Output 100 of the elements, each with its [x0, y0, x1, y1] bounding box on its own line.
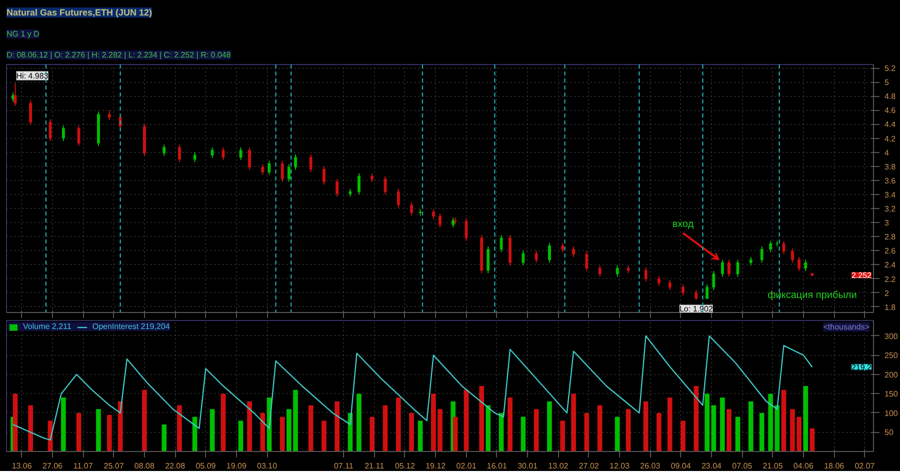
- bar: [704, 394, 710, 452]
- candlestick: [14, 82, 17, 106]
- y-tick-label: 200: [884, 370, 898, 380]
- annotation: Lo: 1.902: [679, 304, 714, 314]
- candlestick: [309, 154, 312, 172]
- x-tick-label: 19.12: [426, 462, 446, 470]
- bar: [418, 420, 423, 452]
- x-tick-label: 26.03: [640, 462, 661, 470]
- y-tick-label: 100: [884, 408, 898, 418]
- candlestick: [162, 144, 166, 156]
- candlestick: [706, 284, 709, 300]
- bar: [118, 401, 123, 452]
- bar: [106, 414, 112, 452]
- y-tick-label: 300: [884, 332, 898, 341]
- candlestick: [108, 110, 111, 120]
- bar: [803, 386, 808, 452]
- bar: [711, 405, 716, 452]
- bar: [142, 390, 147, 452]
- y-tick-label: 2.2: [884, 274, 896, 284]
- bar: [12, 394, 18, 452]
- x-tick-label: 08.08: [134, 462, 155, 470]
- bar: [520, 416, 526, 452]
- bar: [597, 405, 602, 452]
- candlestick: [464, 218, 468, 242]
- bar: [308, 405, 314, 452]
- candlestick: [287, 164, 290, 182]
- x-tick-label: 02.01: [456, 462, 477, 470]
- candlestick: [534, 250, 538, 264]
- bar: [162, 424, 167, 452]
- y-tick-label: 4.2: [884, 134, 896, 144]
- candlestick: [572, 246, 576, 258]
- annotation: 219.2: [851, 363, 872, 372]
- bar: [508, 398, 512, 452]
- bar: [626, 409, 631, 452]
- bar: [547, 401, 552, 452]
- x-tick-label: 23.04: [701, 462, 722, 470]
- x-tick-label: 21.05: [762, 462, 784, 470]
- x-tick-label: 05.09: [196, 462, 216, 470]
- bar: [322, 420, 326, 452]
- y-tick-label: 1.8: [884, 302, 896, 312]
- candlestick: [396, 188, 400, 208]
- bar: [334, 401, 340, 452]
- bar: [694, 386, 699, 452]
- annotation: <thousands>: [823, 322, 870, 332]
- bar: [614, 416, 620, 452]
- y-tick-label: 4.4: [884, 120, 896, 130]
- bar: [220, 394, 226, 452]
- bar: [759, 412, 764, 452]
- bar: [96, 409, 101, 452]
- candlestick: [438, 212, 442, 228]
- x-tick-label: 11.07: [73, 462, 94, 470]
- x-tick-label: 25.07: [104, 462, 124, 470]
- candlestick: [178, 144, 181, 163]
- x-tick-label: 13.06: [12, 462, 32, 470]
- y-tick-label: 4: [884, 148, 890, 158]
- candlestick: [616, 264, 619, 278]
- candlestick: [210, 146, 214, 158]
- bar: [76, 412, 82, 452]
- candlestick: [644, 267, 648, 282]
- bar: [748, 401, 754, 452]
- annotation: вход: [672, 219, 694, 230]
- annotation: фиксация прибыли: [768, 290, 857, 302]
- bar: [768, 394, 774, 452]
- y-tick-label: 4.8: [884, 92, 896, 102]
- candlestick: [561, 242, 564, 253]
- y-tick-label: 3: [884, 218, 890, 228]
- text: D: 08.06.12 | O: 2.276 | H: 2.282 | L: 2.234 | C: 2.252 | R: 0.048: [6, 50, 232, 60]
- x-tick-label: 02.07: [854, 462, 876, 470]
- candlestick: [769, 240, 772, 253]
- x-tick-label: 07.05: [732, 462, 753, 470]
- x-tick-label: 07.11: [334, 462, 354, 470]
- x-tick-label: 13.02: [548, 462, 569, 470]
- candlestick: [585, 250, 588, 272]
- x-tick-label: 27.06: [42, 462, 64, 470]
- bar: [370, 416, 375, 452]
- annotation: 2.252: [851, 271, 872, 280]
- x-tick-label: 18.06: [824, 462, 845, 470]
- candlestick: [694, 290, 698, 300]
- candlestick: [522, 250, 525, 266]
- candlestick: [791, 248, 794, 264]
- y-tick-label: 2.6: [884, 246, 896, 256]
- candlestick: [222, 146, 225, 161]
- x-tick-label: 09.04: [670, 462, 692, 470]
- y-tick-label: 150: [884, 390, 898, 399]
- bar: [810, 428, 815, 452]
- candlestick: [384, 176, 387, 195]
- candlestick: [268, 160, 271, 176]
- bar: [584, 412, 590, 452]
- bar: [781, 390, 786, 452]
- candlestick: [760, 246, 764, 264]
- y-tick-label: 250: [884, 351, 898, 360]
- bar: [238, 420, 244, 452]
- bar: [667, 398, 672, 452]
- candlestick: [248, 146, 251, 170]
- candlestick: [29, 100, 32, 126]
- candlestick: [432, 208, 435, 220]
- x-tick-label: 27.02: [578, 462, 600, 470]
- x-tick-label: 04.06: [793, 462, 814, 470]
- candlestick: [261, 164, 264, 176]
- candlestick: [48, 118, 52, 142]
